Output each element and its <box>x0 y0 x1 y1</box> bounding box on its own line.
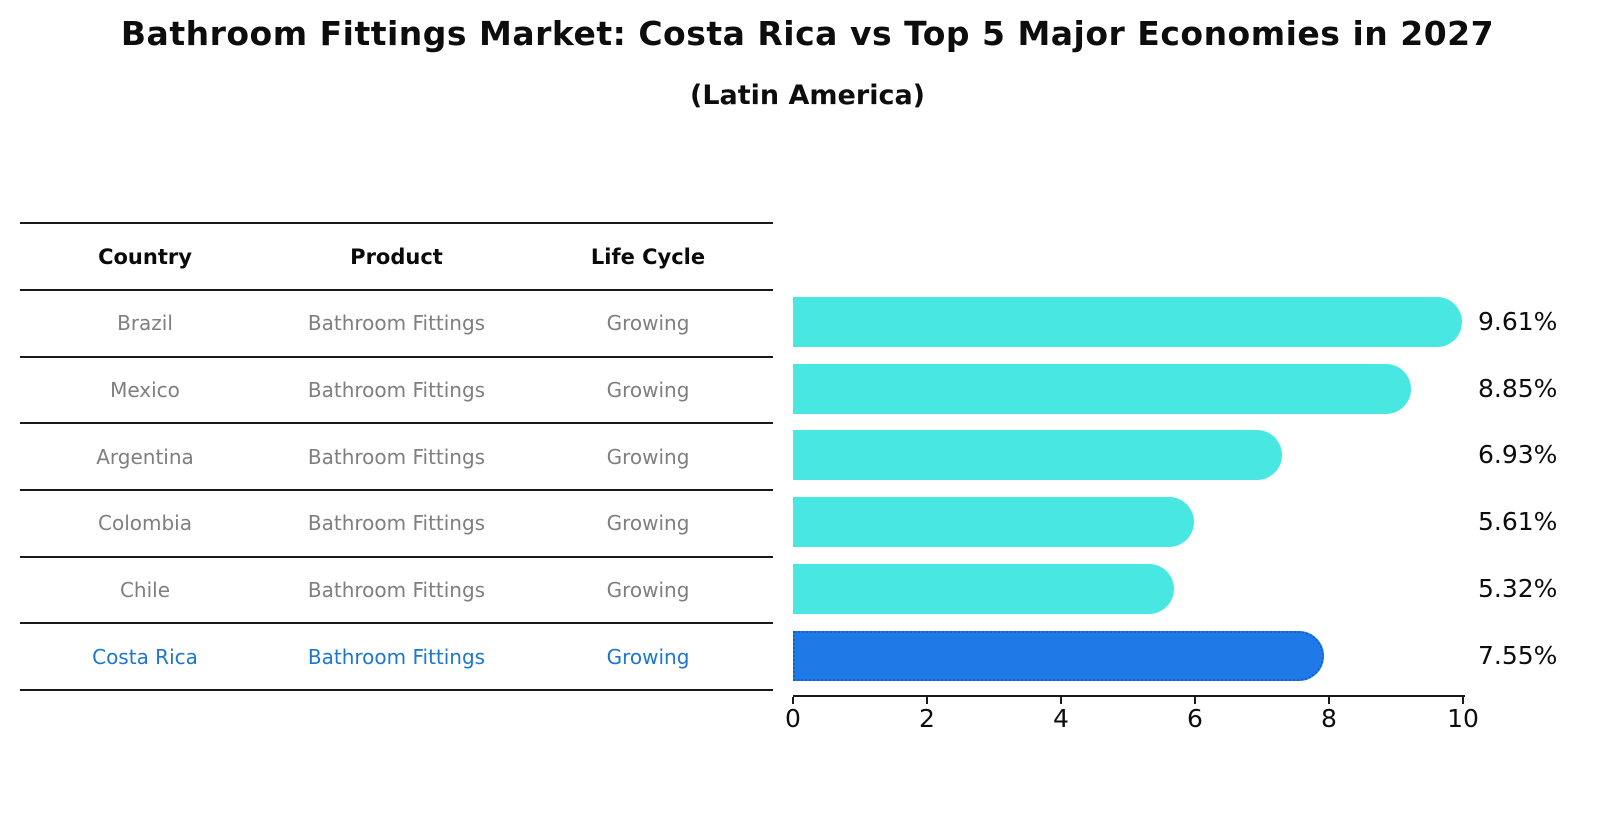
x-tick-label: 2 <box>919 704 935 733</box>
cell-life-cycle: Growing <box>606 311 690 336</box>
cell-life-cycle: Growing <box>606 577 690 602</box>
x-tick-label: 8 <box>1321 704 1337 733</box>
table-row-brazil: Brazil Bathroom Fittings Growing <box>20 291 773 358</box>
cell-life-cycle: Growing <box>606 377 690 402</box>
table-row-costa-rica: Costa Rica Bathroom Fittings Growing <box>20 624 773 691</box>
chart-subtitle: (Latin America) <box>689 80 926 111</box>
x-tick-label: 10 <box>1447 704 1479 733</box>
table-row-chile: Chile Bathroom Fittings Growing <box>20 558 773 625</box>
bar-value-label: 5.32% <box>1478 573 1558 603</box>
x-tick-mark <box>1060 697 1062 704</box>
cell-product: Bathroom Fittings <box>307 644 486 669</box>
cell-product: Bathroom Fittings <box>307 377 486 402</box>
cell-country: Brazil <box>117 311 173 336</box>
cell-country: Costa Rica <box>92 644 198 669</box>
bar-value-label: 6.93% <box>1478 440 1558 470</box>
col-header-product: Product <box>350 244 443 269</box>
bar-costa-rica <box>793 630 1324 681</box>
bar-chile <box>793 563 1175 614</box>
table-row-argentina: Argentina Bathroom Fittings Growing <box>20 424 773 491</box>
x-tick-mark <box>926 697 928 704</box>
bar-value-label: 7.55% <box>1478 640 1558 670</box>
bar-brazil <box>793 297 1462 347</box>
cell-product: Bathroom Fittings <box>307 511 486 536</box>
col-header-country: Country <box>98 244 192 269</box>
bar-argentina <box>793 430 1283 481</box>
col-header-life-cycle: Life Cycle <box>590 244 706 269</box>
cell-product: Bathroom Fittings <box>307 311 486 336</box>
cell-life-cycle: Growing <box>606 644 690 669</box>
bar-mexico <box>793 363 1411 414</box>
x-tick-label: 0 <box>785 704 801 733</box>
cell-life-cycle: Growing <box>606 444 690 469</box>
cell-product: Bathroom Fittings <box>307 444 486 469</box>
x-tick-mark <box>1462 697 1464 704</box>
x-tick-label: 6 <box>1187 704 1203 733</box>
x-tick-mark <box>1328 697 1330 704</box>
x-tick-label: 4 <box>1053 704 1069 733</box>
bar-value-label: 8.85% <box>1478 373 1558 403</box>
table-row-colombia: Colombia Bathroom Fittings Growing <box>20 491 773 558</box>
cell-country: Colombia <box>98 511 192 536</box>
data-table: Country Product Life Cycle Brazil Bathro… <box>20 222 773 691</box>
cell-country: Mexico <box>110 377 180 402</box>
chart-title: Bathroom Fittings Market: Costa Rica vs … <box>120 14 1495 53</box>
table-row-mexico: Mexico Bathroom Fittings Growing <box>20 358 773 425</box>
table-header-row: Country Product Life Cycle <box>20 224 773 291</box>
x-tick-mark <box>792 697 794 704</box>
cell-country: Argentina <box>96 444 194 469</box>
bar-colombia <box>793 497 1194 548</box>
x-tick-mark <box>1194 697 1196 704</box>
cell-product: Bathroom Fittings <box>307 577 486 602</box>
x-axis-line <box>793 695 1465 697</box>
bar-value-label: 5.61% <box>1478 507 1558 537</box>
cell-life-cycle: Growing <box>606 511 690 536</box>
cell-country: Chile <box>119 577 171 602</box>
bar-value-label: 9.61% <box>1478 307 1558 336</box>
